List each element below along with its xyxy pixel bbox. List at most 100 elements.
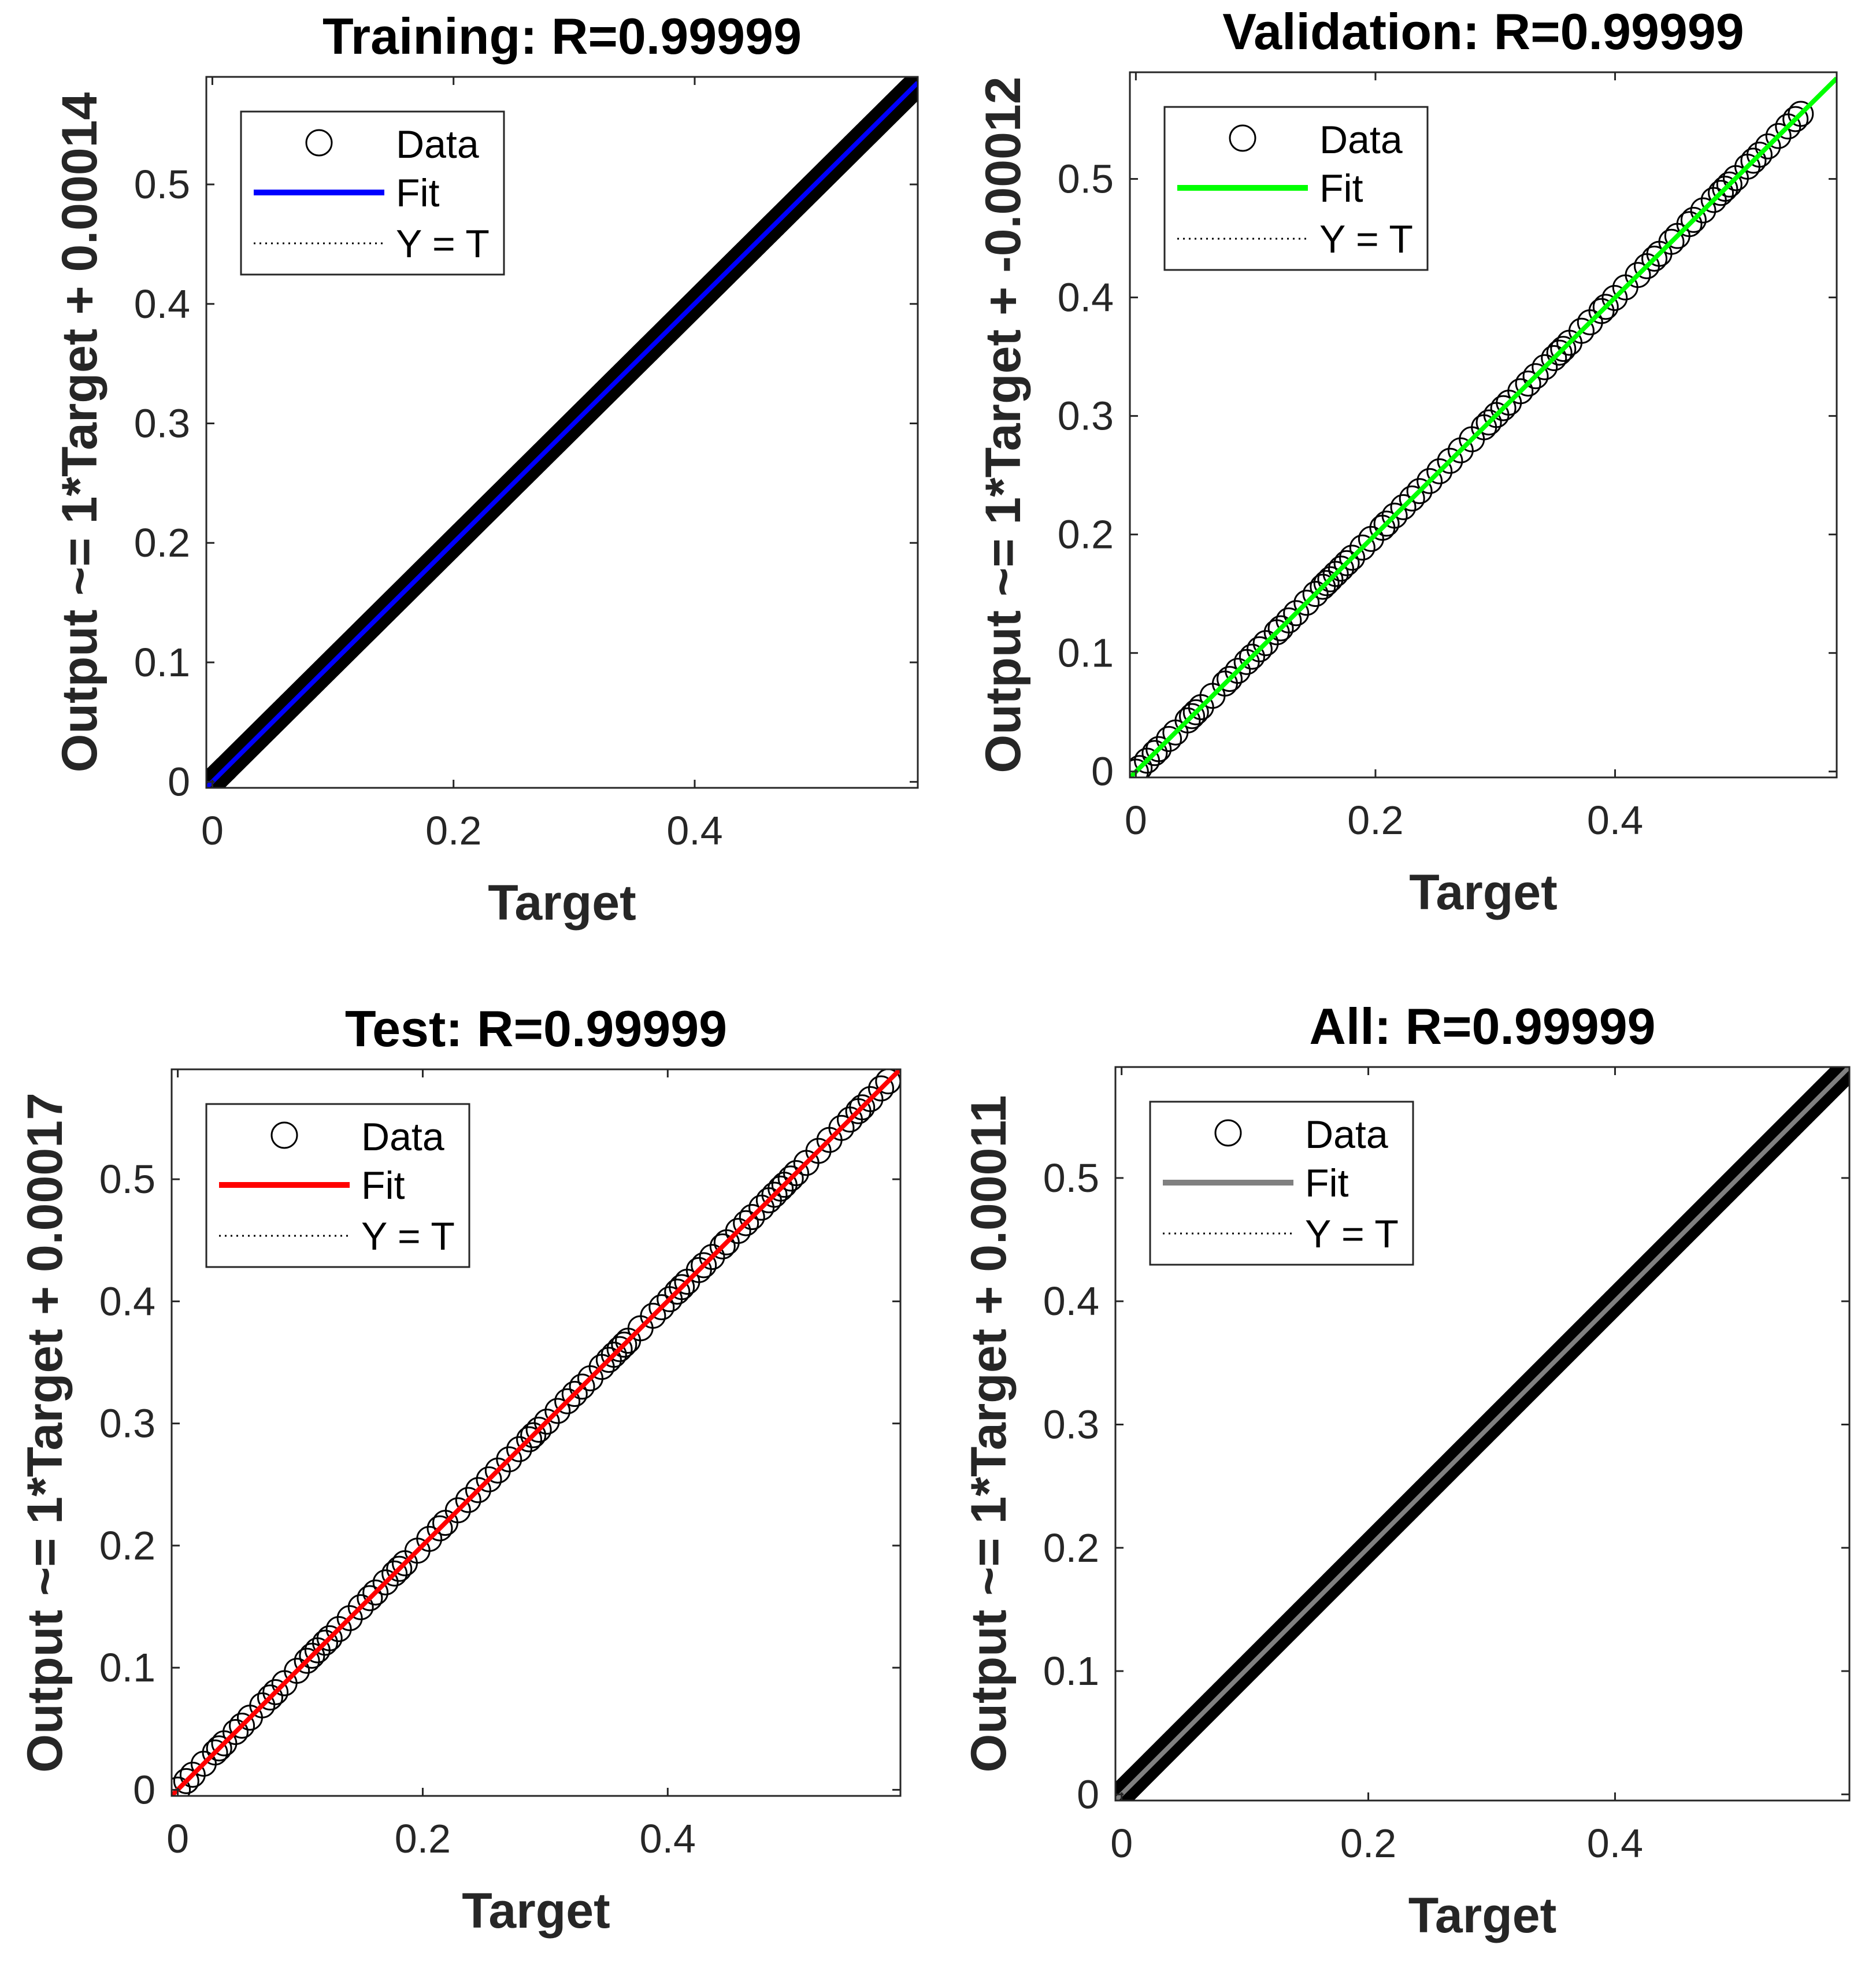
test-data-point — [179, 1761, 206, 1788]
validation-data-point — [1130, 755, 1153, 777]
training-axes-box — [205, 76, 919, 789]
validation-data-point — [1676, 211, 1703, 238]
validation-data-point — [1216, 666, 1243, 692]
training-legend-data-label: Data — [396, 123, 479, 166]
test-data-point — [506, 1436, 532, 1462]
validation-data-point — [1546, 339, 1573, 366]
test-data-point — [202, 1739, 228, 1766]
all-data-point — [1833, 1067, 1849, 1084]
validation-data-point — [1755, 133, 1781, 160]
validation-data-point — [1252, 630, 1279, 657]
validation-y-axis-label: Output ~= 1*Target + -0.00012 — [976, 76, 1031, 773]
validation-data-point — [1239, 643, 1265, 670]
training-data-point — [891, 83, 917, 110]
validation-legend-fit-label: Fit — [1319, 166, 1363, 210]
validation-data-point — [1399, 485, 1425, 512]
test-data-point — [544, 1398, 571, 1424]
all-legend-data-label: Data — [1305, 1113, 1388, 1157]
test-data-point — [172, 1776, 191, 1796]
test-data-point — [640, 1302, 666, 1329]
test-data-point — [520, 1422, 547, 1449]
test-data-point — [299, 1643, 325, 1669]
test-data-point — [257, 1684, 283, 1711]
test-data-point — [595, 1347, 622, 1373]
all-data-point — [1835, 1067, 1849, 1081]
test-data-layer — [172, 1069, 900, 1796]
all-data-point — [1831, 1067, 1849, 1085]
all-fit-line — [1115, 1067, 1849, 1801]
validation-data-point — [1179, 703, 1206, 729]
test-data-point — [416, 1525, 443, 1552]
validation-data-point — [1225, 658, 1251, 684]
test-data-point — [761, 1181, 788, 1208]
test-data-point — [768, 1175, 794, 1202]
training-data-point — [889, 84, 916, 111]
training-x-tick-label: 0 — [201, 808, 224, 853]
test-data-point — [325, 1616, 352, 1642]
validation-data-point — [1712, 176, 1738, 202]
all-data-point — [1825, 1067, 1849, 1091]
all-legend-identity-label: Y = T — [1305, 1212, 1399, 1256]
all-y-axis-label: Output ~= 1*Target + 0.00011 — [961, 1095, 1017, 1773]
validation-data-point — [1276, 607, 1302, 634]
validation-data-point — [1746, 142, 1773, 168]
test-data-point — [777, 1165, 804, 1192]
validation-x-tick-label: 0.4 — [1587, 798, 1643, 843]
test-data-point — [229, 1712, 255, 1739]
training-data-layer — [206, 77, 918, 788]
test-data-point — [569, 1373, 595, 1400]
training-y-tick-label: 0 — [168, 760, 190, 805]
test-panel: Test: R=0.99999 0 0.2 0.4 0 0.1 0.2 0.3 0.4 0.5 Ta… — [17, 1000, 902, 1939]
test-data-point — [386, 1555, 413, 1582]
validation-data-point — [1532, 354, 1558, 380]
test-x-tick-label: 0.4 — [640, 1816, 696, 1861]
validation-x-tick-label: 0 — [1125, 798, 1147, 843]
test-data-point — [857, 1086, 884, 1112]
training-y-axis-label: Output ~= 1*Target + 0.00014 — [52, 92, 107, 773]
validation-legend-data-marker — [1229, 124, 1256, 152]
training-data-point — [899, 77, 918, 102]
test-fit-line — [172, 1069, 900, 1796]
validation-data-point — [1141, 740, 1168, 766]
training-data-point — [213, 754, 240, 781]
all-y-tick-label: 0.2 — [1043, 1525, 1099, 1570]
validation-data-point — [1417, 468, 1443, 494]
test-data-point — [427, 1515, 453, 1542]
training-x-tick-label: 0.4 — [666, 808, 722, 853]
all-axes-box — [1114, 1066, 1851, 1802]
validation-title: Validation: R=0.99999 — [1222, 3, 1744, 60]
test-data-point — [444, 1497, 471, 1524]
test-y-tick-label: 0 — [133, 1767, 155, 1812]
validation-data-point — [1267, 615, 1294, 642]
training-title: Training: R=0.99999 — [322, 8, 802, 65]
test-data-point — [733, 1210, 759, 1236]
test-data-point — [496, 1446, 522, 1473]
training-y-tick-label: 0.1 — [134, 640, 190, 685]
training-fit-line — [206, 81, 918, 788]
all-y-tick-label: 0.3 — [1043, 1402, 1099, 1447]
validation-data-point — [1568, 317, 1595, 344]
test-y-tick-label: 0.5 — [99, 1157, 155, 1202]
test-y-tick-label: 0.2 — [99, 1523, 155, 1568]
training-y-tick-label: 0.3 — [134, 401, 190, 446]
test-data-point — [783, 1160, 810, 1187]
all-panel: All: R=0.99999 0 0.2 0.4 0 0.1 0.2 0.3 0.4 0.5 Tar… — [961, 998, 1851, 1943]
test-data-point — [284, 1658, 310, 1684]
test-title: Test: R=0.99999 — [345, 1000, 727, 1057]
test-data-point — [173, 1768, 199, 1794]
test-legend-fit-label: Fit — [361, 1164, 405, 1207]
test-data-point — [372, 1569, 399, 1596]
training-legend: Data Fit Y = T — [240, 110, 505, 276]
validation-data-point — [1507, 378, 1534, 405]
validation-data-point — [1522, 363, 1549, 390]
validation-data-point — [1426, 458, 1453, 484]
test-data-point — [533, 1408, 560, 1435]
test-data-point — [381, 1560, 408, 1587]
validation-data-point — [1515, 371, 1541, 397]
test-data-point — [611, 1331, 637, 1358]
test-data-point — [249, 1692, 276, 1718]
test-data-point — [699, 1244, 725, 1270]
validation-data-point — [1625, 262, 1651, 288]
